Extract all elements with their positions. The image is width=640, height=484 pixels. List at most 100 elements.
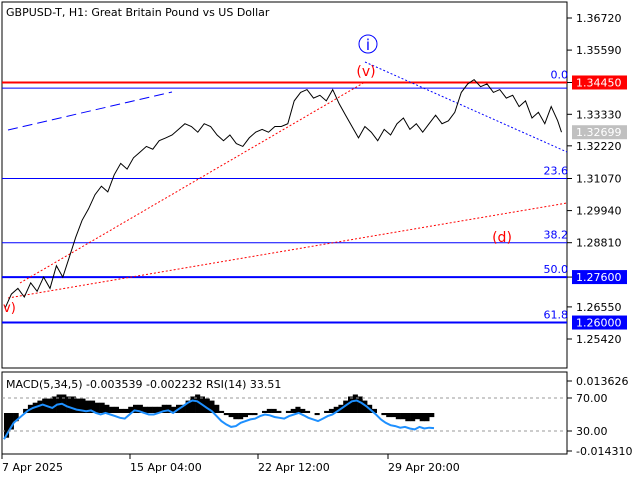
time-axis: 7 Apr 2025 15 Apr 04:00 22 Apr 12:00 29 Apr… (1, 454, 460, 474)
macd-bar (37, 400, 43, 413)
red-dotted-wave-line (19, 81, 366, 284)
macd-bar (290, 408, 296, 413)
macd-bar (118, 408, 124, 413)
macd-bar (75, 398, 81, 413)
macd-bar (424, 413, 430, 422)
fib-levels (2, 81, 567, 324)
price-highlight-label: 1.26000 (576, 317, 622, 330)
macd-bar (348, 396, 354, 413)
macd-bar (13, 413, 19, 422)
macd-bar (395, 413, 401, 420)
macd-bar (419, 413, 425, 422)
macd-bar (70, 396, 76, 413)
macd-bar (4, 413, 10, 438)
wave-label-v: (v) (356, 64, 375, 80)
time-tick-label: 22 Apr 12:00 (258, 461, 330, 474)
price-highlight-box (572, 315, 627, 330)
macd-bar (113, 406, 119, 413)
chart-title: GBPUSD-T, H1: Great Britain Pound vs US … (6, 6, 270, 19)
blue-channel-line (7, 91, 173, 131)
macd-bar (276, 410, 282, 413)
price-tick-label: 1.25420 (576, 333, 622, 346)
indicator-tick-label: -0.014310 (576, 445, 632, 458)
macd-bar (8, 413, 14, 430)
macd-bar (94, 402, 100, 413)
macd-bar (252, 413, 258, 416)
fib-level-label: 0.0 (551, 68, 569, 81)
macd-bar (51, 396, 57, 413)
price-tick-label: 1.32220 (576, 140, 622, 153)
macd-bar (300, 408, 306, 413)
macd-bar (386, 413, 392, 418)
price-tick-label: 1.35590 (576, 44, 622, 57)
price-tick-label: 1.36720 (576, 12, 622, 25)
macd-bar (228, 413, 234, 418)
macd-bar (128, 406, 134, 413)
macd-bar (23, 408, 29, 413)
macd-bar (147, 406, 153, 413)
price-tick-label: 1.33330 (576, 108, 622, 121)
macd-bar (357, 396, 363, 413)
macd-bar (362, 400, 368, 413)
macd-bar (137, 404, 143, 413)
macd-bar (343, 400, 349, 413)
macd-bar (66, 396, 72, 413)
macd-bar (185, 400, 191, 413)
macd-bar (328, 408, 334, 413)
macd-bar (285, 410, 291, 413)
fib-level-label: 38.2 (544, 229, 569, 242)
indicator-axis: 0.013626 70.00 30.00 -0.014310 (567, 375, 632, 458)
macd-bar (166, 404, 172, 413)
macd-bar (238, 413, 244, 420)
wave-label-v-small: v) (3, 301, 16, 316)
macd-bar (152, 406, 158, 413)
macd-bar (47, 398, 53, 413)
price-highlight-label: 1.32699 (576, 126, 622, 139)
macd-bar (123, 408, 129, 413)
macd-bar (295, 406, 301, 413)
macd-bar (414, 413, 420, 420)
macd-bar (333, 406, 339, 413)
macd-bar (90, 400, 96, 413)
macd-bar (133, 404, 139, 413)
time-tick-label: 29 Apr 20:00 (388, 461, 460, 474)
macd-bar (262, 410, 268, 413)
macd-bar (104, 404, 110, 413)
macd-bar (266, 408, 272, 413)
fib-level-labels: 0.0 23.6 38.2 50.0 61.8 (544, 68, 569, 321)
price-tick-label: 1.26550 (576, 301, 622, 314)
macd-bar (410, 413, 416, 422)
macd-bar (80, 398, 86, 413)
macd-bar (352, 394, 358, 413)
macd-bar (156, 406, 162, 413)
macd-bar (381, 413, 387, 416)
price-highlight-label: 1.27600 (576, 271, 622, 284)
price-tick-label: 1.29940 (576, 205, 622, 218)
wave-label-i: i (366, 36, 370, 54)
macd-bar (195, 394, 201, 413)
macd-bar (400, 413, 406, 420)
macd-bar (314, 413, 320, 416)
price-highlights: 1.34450 1.32699 1.27600 1.26000 (572, 75, 627, 330)
time-tick-label: 7 Apr 2025 (2, 461, 63, 474)
price-tick-label: 1.28810 (576, 237, 622, 250)
price-tick-label: 1.31070 (576, 173, 622, 186)
macd-bar (109, 406, 115, 413)
time-tick-label: 15 Apr 04:00 (130, 461, 202, 474)
fib-level-label: 23.6 (544, 165, 569, 178)
macd-bar (219, 410, 225, 413)
macd-bar (190, 396, 196, 413)
macd-bar (85, 400, 91, 413)
trend-lines (7, 61, 568, 299)
indicator-tick-label: 70.00 (576, 392, 608, 405)
red-dotted-support-line (7, 202, 568, 299)
price-highlight-box (572, 75, 627, 90)
macd-bar (223, 413, 229, 416)
fib-level-label: 61.8 (544, 309, 569, 322)
wave-label-d: (d) (492, 230, 512, 246)
price-panel-frame (1, 1, 568, 369)
macd-bar (209, 400, 215, 413)
